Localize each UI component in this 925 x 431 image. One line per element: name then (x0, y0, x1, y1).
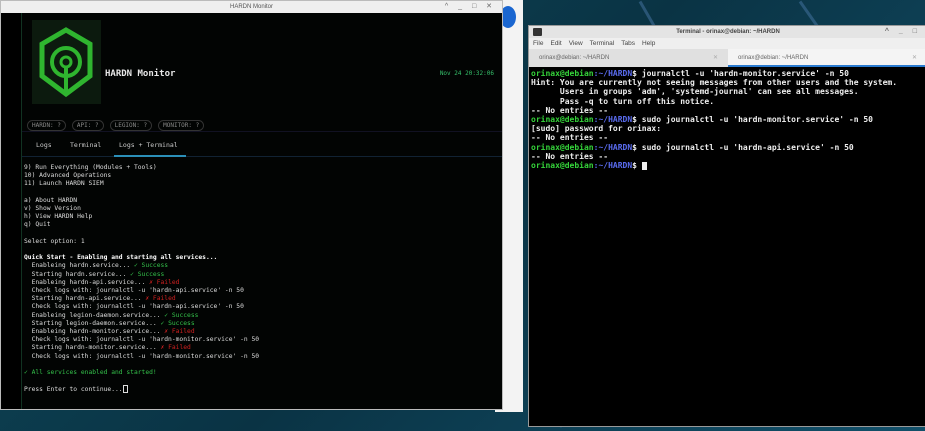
continue-prompt: Press Enter to continue... (24, 385, 259, 394)
menu-bar: File Edit View Terminal Tabs Help (529, 38, 925, 49)
prompt-line: orinax@debian:~/HARDN$ journalctl -u 'ha… (531, 69, 925, 78)
log-line: Starting hardn-api.service... ✗ Failed (24, 295, 176, 303)
prompt-user: orinax@debian (531, 115, 594, 125)
quick-start-heading: Quick Start - Enabling and starting all … (24, 254, 218, 262)
failed-status: ✗ Failed (149, 278, 180, 286)
success-status: ✓ Success (160, 319, 195, 327)
window-title: HARDN Monitor (229, 4, 273, 10)
app-title: HARDN Monitor (105, 69, 176, 79)
terminal-tab-2[interactable]: orinax@debian: ~/HARDN ✕ (728, 49, 925, 67)
success-status: ✓ Success (130, 270, 165, 278)
tab-label: orinax@debian: ~/HARDN (738, 55, 809, 61)
prompt-user: orinax@debian (531, 161, 594, 171)
menu-tabs[interactable]: Tabs (621, 40, 635, 47)
log-line: Check logs with: journalctl -u 'hardn-ap… (24, 303, 244, 311)
log-line: a) About HARDN (24, 196, 78, 204)
command: $ sudo journalctl -u 'hardn-monitor.serv… (632, 115, 873, 125)
log-line: 11) Launch HARDN SIEM (24, 180, 104, 188)
prompt-path: :~/HARDN (593, 115, 633, 125)
completion-message: ✓ All services enabled and started! (24, 369, 157, 377)
failed-status: ✗ Failed (164, 328, 195, 336)
prompt-path: :~/HARDN (593, 161, 633, 171)
log-line: Enableing hardn.service... ✓ Success (24, 262, 169, 270)
tab-label: orinax@debian: ~/HARDN (539, 55, 610, 61)
terminal-icon (533, 28, 542, 36)
log-output[interactable]: 9) Run Everything (Modules + Tools) 10) A… (24, 164, 259, 395)
log-line: v) Show Version (24, 205, 81, 213)
log-line: Check logs with: journalctl -u 'hardn-mo… (24, 352, 260, 360)
failed-status: ✗ Failed (145, 295, 176, 303)
log-line: 9) Run Everything (Modules + Tools) (24, 164, 157, 171)
log-line (24, 246, 259, 254)
tab-logs[interactable]: Logs (36, 141, 52, 149)
terminal-window: Terminal - orinax@debian: ~/HARDN ^ _ □ F… (528, 25, 925, 427)
tab-terminal[interactable]: Terminal (70, 141, 102, 149)
command: $ (632, 161, 642, 171)
app-content: HARDN Monitor Nov 24 20:32:06 HARDN: ? A… (21, 13, 502, 409)
window-title: Terminal - orinax@debian: ~/HARDN (676, 29, 780, 35)
browser-profile-button[interactable] (500, 6, 516, 28)
log-line: Enableing hardn-api.service... ✗ Failed (24, 278, 180, 286)
log-line: Check logs with: journalctl -u 'hardn-ap… (24, 287, 244, 295)
prompt-user: orinax@debian (531, 142, 594, 152)
log-line: Check logs with: journalctl -u 'hardn-mo… (24, 336, 260, 344)
failed-status: ✗ Failed (160, 344, 191, 352)
cursor (641, 161, 647, 170)
window-controls[interactable]: ^ _ □ ✕ (444, 3, 496, 10)
prompt-path: :~/HARDN (593, 69, 633, 78)
cursor (122, 385, 128, 394)
menu-edit[interactable]: Edit (550, 40, 562, 47)
tab-logs-terminal[interactable]: Logs + Terminal (119, 141, 178, 149)
log-line: Enableing hardn-monitor.service... ✗ Fai… (24, 328, 195, 336)
log-line (24, 230, 259, 238)
prompt-line: orinax@debian:~/HARDN$ sudo journalctl -… (531, 115, 925, 124)
log-line (24, 189, 259, 197)
hardn-logo (32, 20, 101, 104)
status-badge-monitor: MONITOR: ? (158, 120, 205, 131)
log-line: h) View HARDN Help (24, 213, 93, 221)
success-status: ✓ Success (164, 311, 199, 319)
menu-view[interactable]: View (568, 40, 583, 47)
prompt-line: orinax@debian:~/HARDN$ (531, 161, 925, 170)
command: $ sudo journalctl -u 'hardn-api.service'… (632, 142, 854, 152)
log-line: Starting legion-daemon.service... ✓ Succ… (24, 319, 195, 327)
log-line: Select option: 1 (24, 237, 85, 245)
log-line (24, 377, 259, 385)
log-line: Enableing legion-daemon.service... ✓ Suc… (24, 311, 199, 319)
terminal-tab-1[interactable]: orinax@debian: ~/HARDN ✕ (529, 49, 728, 67)
status-badge-api: API: ? (71, 120, 104, 131)
active-tab-indicator (114, 155, 186, 157)
window-controls[interactable]: ^ _ □ (884, 28, 921, 35)
title-bar[interactable]: HARDN Monitor ^ _ □ ✕ (1, 1, 502, 13)
status-badge-hardn: HARDN: ? (27, 120, 66, 131)
prompt-line: orinax@debian:~/HARDN$ sudo journalctl -… (531, 143, 925, 152)
clock: Nov 24 20:32:06 (439, 70, 494, 77)
command-output: Hint: You are currently not seeing messa… (531, 78, 898, 115)
log-line: Starting hardn.service... ✓ Success (24, 270, 165, 278)
close-tab-icon[interactable]: ✕ (911, 55, 917, 61)
prompt-path: :~/HARDN (593, 142, 633, 152)
command-output: -- No entries -- (531, 151, 609, 161)
log-line: q) Quit (24, 221, 51, 229)
log-line (24, 361, 259, 369)
hardn-monitor-window: HARDN Monitor ^ _ □ ✕ HARDN Monitor Nov 2… (0, 0, 503, 410)
menu-terminal[interactable]: Terminal (589, 40, 615, 47)
log-line: 10) Advanced Operations (24, 172, 112, 180)
tab-bar: Logs Terminal Logs + Terminal (22, 131, 502, 157)
command: $ journalctl -u 'hardn-monitor.service' … (632, 69, 849, 78)
close-tab-icon[interactable]: ✕ (712, 55, 718, 61)
title-bar[interactable]: Terminal - orinax@debian: ~/HARDN ^ _ □ (529, 26, 925, 38)
status-badge-legion: LEGION: ? (109, 120, 153, 131)
prompt-user: orinax@debian (531, 69, 594, 78)
terminal-output[interactable]: orinax@debian:~/HARDN$ journalctl -u 'ha… (529, 67, 925, 172)
menu-file[interactable]: File (533, 40, 544, 47)
menu-help[interactable]: Help (641, 40, 656, 47)
log-line: Starting hardn-monitor.service... ✗ Fail… (24, 344, 191, 352)
success-status: ✓ Success (133, 262, 169, 270)
command-output: [sudo] password for orinax: -- No entrie… (531, 124, 662, 143)
